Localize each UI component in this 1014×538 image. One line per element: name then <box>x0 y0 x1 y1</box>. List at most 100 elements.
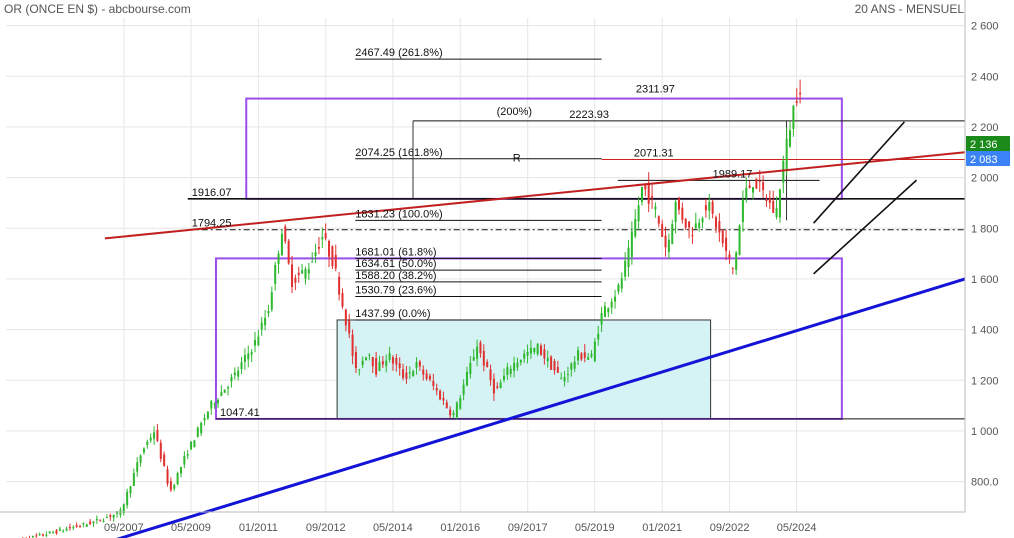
candle-body <box>445 402 448 408</box>
candle-body <box>725 237 728 252</box>
candle-body <box>176 473 179 485</box>
candle-body <box>68 526 71 529</box>
candle-body <box>85 524 88 527</box>
candle-body <box>132 473 135 486</box>
candle-body <box>489 369 492 381</box>
candle-body <box>758 181 761 183</box>
candle-body <box>701 218 704 223</box>
candle-body <box>765 200 768 202</box>
candle-body <box>583 352 586 358</box>
trendline <box>116 277 966 538</box>
x-tick-label: 05/2019 <box>575 522 615 534</box>
plot-area <box>6 18 965 512</box>
candle-body <box>731 267 734 269</box>
candle-body <box>109 515 112 518</box>
candle-body <box>600 312 603 325</box>
candle-body <box>789 130 792 147</box>
candle-body <box>331 246 334 267</box>
candle-body <box>112 514 115 518</box>
candle-body <box>442 397 445 401</box>
candle-body <box>664 235 667 248</box>
y-tick-label: 2 000 <box>971 173 999 185</box>
candle-body <box>768 198 771 203</box>
candle-body <box>402 369 405 378</box>
candle-body <box>745 187 748 198</box>
candle-body <box>597 333 600 340</box>
candle-body <box>122 504 125 514</box>
candle-body <box>368 354 371 356</box>
y-tick-label: 800.0 <box>971 477 999 489</box>
candle-body <box>472 356 475 361</box>
candle-body <box>432 380 435 386</box>
candle-body <box>667 239 670 253</box>
y-tick-label: 2 200 <box>971 122 999 134</box>
chart-axes: 800.0 1 000 1 200 1 400 1 600 1 800 2 000 2 200… <box>0 0 999 534</box>
candle-body <box>280 233 283 256</box>
y-tick-label: 1 000 <box>971 426 999 438</box>
candle-body <box>294 277 297 283</box>
candle-body <box>795 101 798 103</box>
candle-body <box>95 518 98 521</box>
price-level-label: 1588.20 (38.2%) <box>355 270 436 282</box>
candle-body <box>193 440 196 448</box>
candle-body <box>509 368 512 375</box>
candle-body <box>55 530 58 534</box>
candle-body <box>587 357 590 360</box>
price-level-label: 1681.01 (61.8%) <box>355 246 436 258</box>
candle-body <box>58 528 61 531</box>
candle-body <box>499 382 502 389</box>
candle-body <box>348 320 351 334</box>
x-tick-label: 01/2011 <box>239 522 278 534</box>
candle-body <box>523 353 526 359</box>
candle-body <box>307 269 310 274</box>
annotation-label: R <box>513 152 521 164</box>
candle-body <box>677 198 680 210</box>
candle-body <box>735 252 738 270</box>
y-tick-label: 1 600 <box>971 274 999 286</box>
candle-body <box>624 260 627 277</box>
candle-body <box>220 392 223 396</box>
candle-body <box>721 229 724 244</box>
candle-body <box>573 361 576 369</box>
candle-body <box>378 362 381 372</box>
candle-body <box>240 362 243 370</box>
candle-body <box>415 362 418 368</box>
candle-body <box>627 247 630 268</box>
candle-body <box>317 247 320 249</box>
candle-body <box>237 370 240 377</box>
candle-body <box>169 481 172 491</box>
candle-body <box>351 334 354 356</box>
candle-body <box>267 311 270 314</box>
candle-body <box>173 485 176 489</box>
candle-body <box>590 353 593 357</box>
candle-body <box>304 268 307 279</box>
candle-body <box>428 375 431 380</box>
candle-body <box>398 363 401 369</box>
candle-body <box>179 467 182 474</box>
candle-body <box>506 367 509 376</box>
candle-body <box>163 454 166 466</box>
candle-body <box>42 534 45 536</box>
candle-body <box>492 378 495 394</box>
candle-body <box>435 387 438 391</box>
candle-body <box>358 369 361 371</box>
candle-body <box>513 362 516 371</box>
candle-body <box>654 206 657 210</box>
price-level-label: 2074.25 (161.8%) <box>355 147 442 159</box>
candle-body <box>65 528 68 531</box>
candle-body <box>203 418 206 421</box>
candle-body <box>375 358 378 375</box>
candlestick-series <box>22 79 802 538</box>
candle-body <box>778 189 781 218</box>
candle-body <box>479 342 482 354</box>
candle-body <box>553 361 556 371</box>
candle-body <box>408 372 411 374</box>
candle-body <box>257 336 260 346</box>
candle-body <box>139 455 142 463</box>
candle-body <box>250 351 253 355</box>
candle-body <box>243 355 246 363</box>
chart-grid <box>6 18 965 512</box>
candle-body <box>328 240 331 257</box>
y-tick-label: 2 400 <box>971 71 999 83</box>
